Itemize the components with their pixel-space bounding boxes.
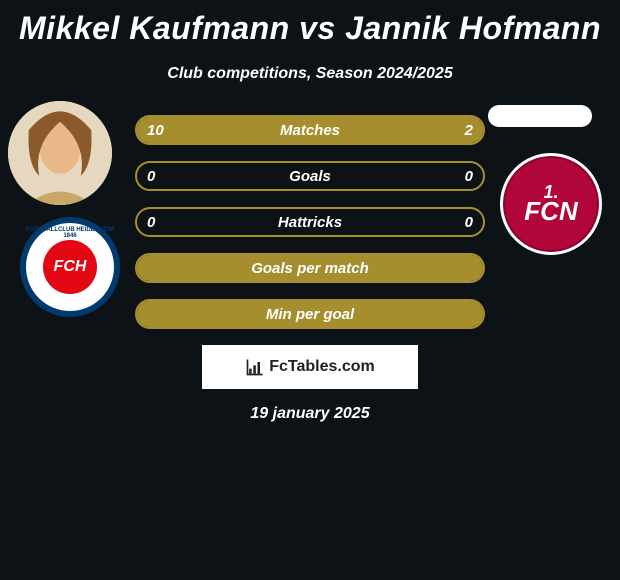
stat-label: Min per goal <box>266 306 354 323</box>
player-right-avatar <box>488 105 592 127</box>
player-left-club-badge: FUSSBALLCLUB HEIDENHEIM 1846 FCH <box>20 217 120 317</box>
stat-value-left: 0 <box>147 214 155 231</box>
bar-fill-right <box>424 117 483 143</box>
stat-bar-row: 0 0 Hattricks <box>135 207 485 237</box>
comparison-subtitle: Club competitions, Season 2024/2025 <box>0 65 620 83</box>
stat-bars-container: 10 2 Matches 0 0 Goals 0 0 Hattricks Goals per ma… <box>135 115 485 329</box>
player-left-avatar <box>8 101 112 205</box>
comparison-title: Mikkel Kaufmann vs Jannik Hofmann <box>0 0 620 47</box>
stat-value-right: 0 <box>465 168 473 185</box>
player-right-club-badge: 1. FCN <box>500 153 602 255</box>
stat-value-left: 0 <box>147 168 155 185</box>
club-badge-subtext: FUSSBALLCLUB HEIDENHEIM 1846 <box>26 227 114 239</box>
stat-label: Matches <box>280 122 340 139</box>
chart-icon <box>245 357 265 377</box>
stat-bar-row: 10 2 Matches <box>135 115 485 145</box>
club-badge-left-inner: FCH <box>43 240 97 294</box>
stat-label: Goals per match <box>251 260 369 277</box>
watermark: FcTables.com <box>202 345 418 389</box>
stat-label: Goals <box>289 168 331 185</box>
stat-bar-row: Goals per match <box>135 253 485 283</box>
content-area: FUSSBALLCLUB HEIDENHEIM 1846 FCH 1. FCN … <box>0 115 620 423</box>
club-badge-right-inner: 1. FCN <box>524 184 577 224</box>
stat-value-right: 2 <box>465 122 473 139</box>
stat-bar-row: Min per goal <box>135 299 485 329</box>
club-badge-right-main: FCN <box>524 196 577 226</box>
stat-bar-row: 0 0 Goals <box>135 161 485 191</box>
snapshot-date: 19 january 2025 <box>0 405 620 423</box>
stat-label: Hattricks <box>278 214 342 231</box>
stat-value-right: 0 <box>465 214 473 231</box>
watermark-text: FcTables.com <box>269 358 375 376</box>
stat-value-left: 10 <box>147 122 164 139</box>
